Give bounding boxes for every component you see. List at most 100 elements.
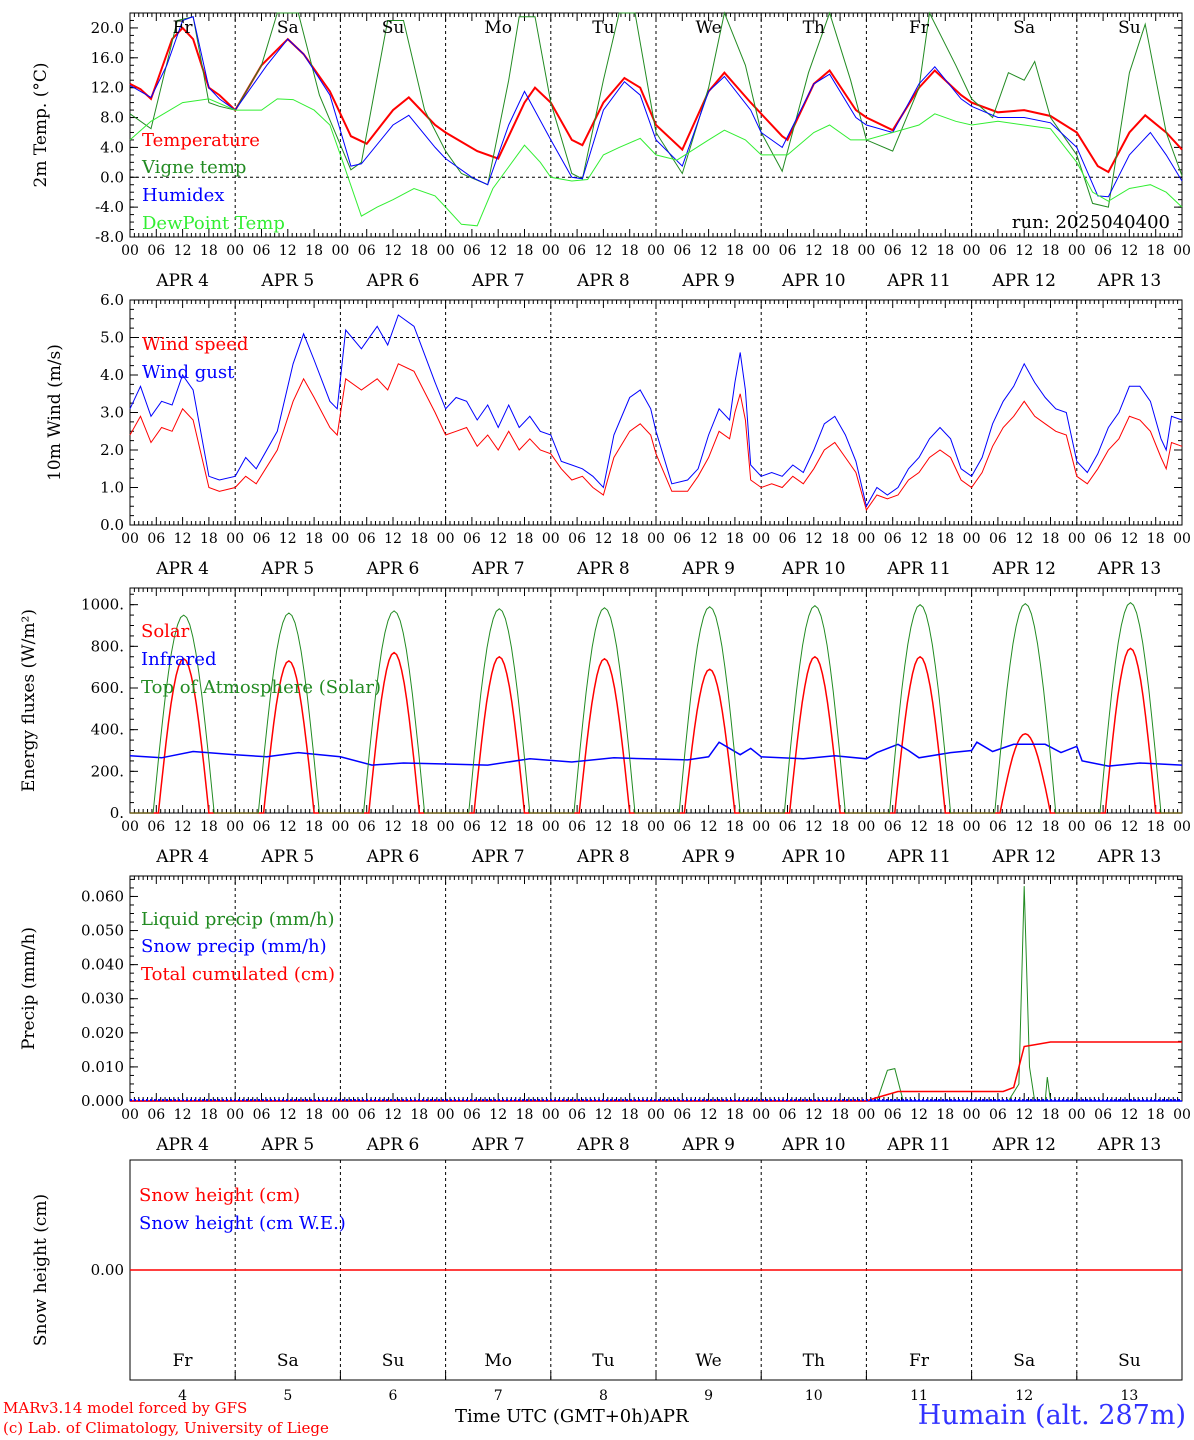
- hour-label: 00: [647, 531, 665, 547]
- date-label: APR 11: [886, 559, 951, 579]
- date-label: APR 12: [991, 559, 1056, 579]
- hour-label: 12: [174, 1107, 192, 1123]
- y-tick-label: 0.020: [81, 1024, 124, 1042]
- date-label: APR 12: [991, 271, 1056, 291]
- date-number: 10: [805, 1388, 823, 1404]
- y-tick-label: 0.: [110, 804, 124, 822]
- date-label: APR 11: [886, 1135, 951, 1155]
- hour-label: 12: [594, 243, 612, 259]
- date-label: APR 9: [681, 847, 735, 867]
- legend-entry: Total cumulated (cm): [141, 964, 335, 985]
- date-label: APR 4: [155, 271, 209, 291]
- hour-label: 06: [673, 243, 691, 259]
- hour-label: 00: [1173, 819, 1191, 835]
- hour-label: 12: [1120, 243, 1138, 259]
- hour-label: 18: [621, 819, 639, 835]
- hour-label: 18: [516, 243, 534, 259]
- y-tick-label: 0.010: [81, 1058, 124, 1076]
- date-label: APR 8: [576, 559, 630, 579]
- hour-label: 18: [200, 531, 218, 547]
- y-tick-label: 0.030: [81, 990, 124, 1008]
- hour-label: 12: [489, 1107, 507, 1123]
- legend-entry: Vigne temp: [141, 157, 246, 178]
- hour-label: 12: [805, 819, 823, 835]
- hour-label: 06: [1094, 819, 1112, 835]
- y-tick-label: 0.00: [91, 1261, 124, 1279]
- hour-label: 06: [568, 1107, 586, 1123]
- hour-label: 18: [1042, 243, 1060, 259]
- date-label: APR 11: [886, 847, 951, 867]
- hour-label: 06: [253, 531, 271, 547]
- y-axis-label: Energy fluxes (W/m²): [19, 609, 39, 792]
- hour-label: 06: [779, 1107, 797, 1123]
- hour-label: 12: [805, 243, 823, 259]
- hour-label: 12: [594, 531, 612, 547]
- hour-label: 06: [779, 531, 797, 547]
- legend-entry: Humidex: [142, 185, 224, 206]
- hour-label: 06: [358, 531, 376, 547]
- date-label: APR 7: [471, 271, 525, 291]
- plot-frame: [129, 587, 1183, 814]
- y-tick-label: 3.0: [100, 404, 124, 422]
- y-tick-label: -8.0: [95, 228, 124, 246]
- date-number: 9: [704, 1388, 713, 1404]
- hour-label: 18: [621, 531, 639, 547]
- date-label: APR 12: [991, 847, 1056, 867]
- hour-label: 12: [279, 531, 297, 547]
- hour-label: 12: [279, 1107, 297, 1123]
- hour-label: 00: [121, 819, 139, 835]
- hour-label: 00: [542, 531, 560, 547]
- hour-label: 18: [1042, 531, 1060, 547]
- hour-label: 12: [384, 243, 402, 259]
- date-label: APR 9: [681, 1135, 735, 1155]
- y-axis-label: 2m Temp. (°C): [31, 62, 51, 187]
- hour-label: 12: [1120, 531, 1138, 547]
- date-number: 7: [494, 1388, 503, 1404]
- day-of-week: Mo: [484, 18, 512, 38]
- hour-label: 06: [884, 243, 902, 259]
- y-tick-label: 0.050: [81, 922, 124, 940]
- hour-label: 18: [936, 819, 954, 835]
- hour-label: 18: [831, 1107, 849, 1123]
- hour-label: 12: [1120, 819, 1138, 835]
- hour-label: 18: [516, 819, 534, 835]
- hour-label: 18: [200, 819, 218, 835]
- hour-label: 12: [805, 1107, 823, 1123]
- y-axis-label: 10m Wind (m/s): [45, 344, 65, 481]
- date-label: APR 10: [781, 271, 846, 291]
- hour-label: 18: [726, 243, 744, 259]
- legend-entry: Snow height (cm W.E.): [139, 1213, 346, 1234]
- x-axis-label: Time UTC (GMT+0h): [455, 1406, 650, 1427]
- y-tick-label: 0.0: [100, 516, 124, 534]
- y-tick-label: 1.0: [100, 479, 124, 497]
- hour-label: 06: [463, 531, 481, 547]
- hour-label: 12: [700, 819, 718, 835]
- hour-label: 12: [594, 819, 612, 835]
- hour-label: 18: [621, 1107, 639, 1123]
- hour-label: 06: [673, 819, 691, 835]
- day-of-week: We: [696, 1351, 722, 1371]
- hour-label: 06: [568, 819, 586, 835]
- date-number: 8: [599, 1388, 608, 1404]
- y-axis-label: Snow height (cm): [31, 1194, 51, 1346]
- date-number: 4: [178, 1388, 187, 1404]
- hour-label: 00: [1173, 1107, 1191, 1123]
- y-tick-label: 12.0: [91, 79, 124, 97]
- series-line: [129, 363, 1183, 512]
- hour-label: 12: [700, 531, 718, 547]
- panel-2: [129, 299, 1183, 526]
- day-of-week: Su: [382, 18, 405, 38]
- hour-label: 12: [910, 243, 928, 259]
- hour-label: 00: [1068, 1107, 1086, 1123]
- hour-label: 18: [831, 531, 849, 547]
- hour-label: 06: [463, 243, 481, 259]
- day-of-week: Sa: [277, 18, 299, 38]
- hour-label: 18: [1147, 1107, 1165, 1123]
- hour-label: 00: [752, 1107, 770, 1123]
- legend-entry: Temperature: [142, 130, 260, 151]
- hour-label: 12: [489, 531, 507, 547]
- date-label: APR 13: [1097, 1135, 1162, 1155]
- hour-label: 00: [542, 819, 560, 835]
- hour-label: 06: [463, 1107, 481, 1123]
- credit-line-2: (c) Lab. of Climatology, University of L…: [3, 1419, 329, 1437]
